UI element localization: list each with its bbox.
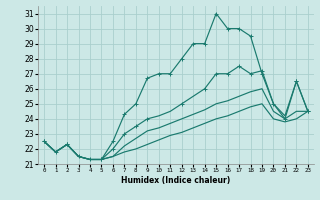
- X-axis label: Humidex (Indice chaleur): Humidex (Indice chaleur): [121, 176, 231, 185]
